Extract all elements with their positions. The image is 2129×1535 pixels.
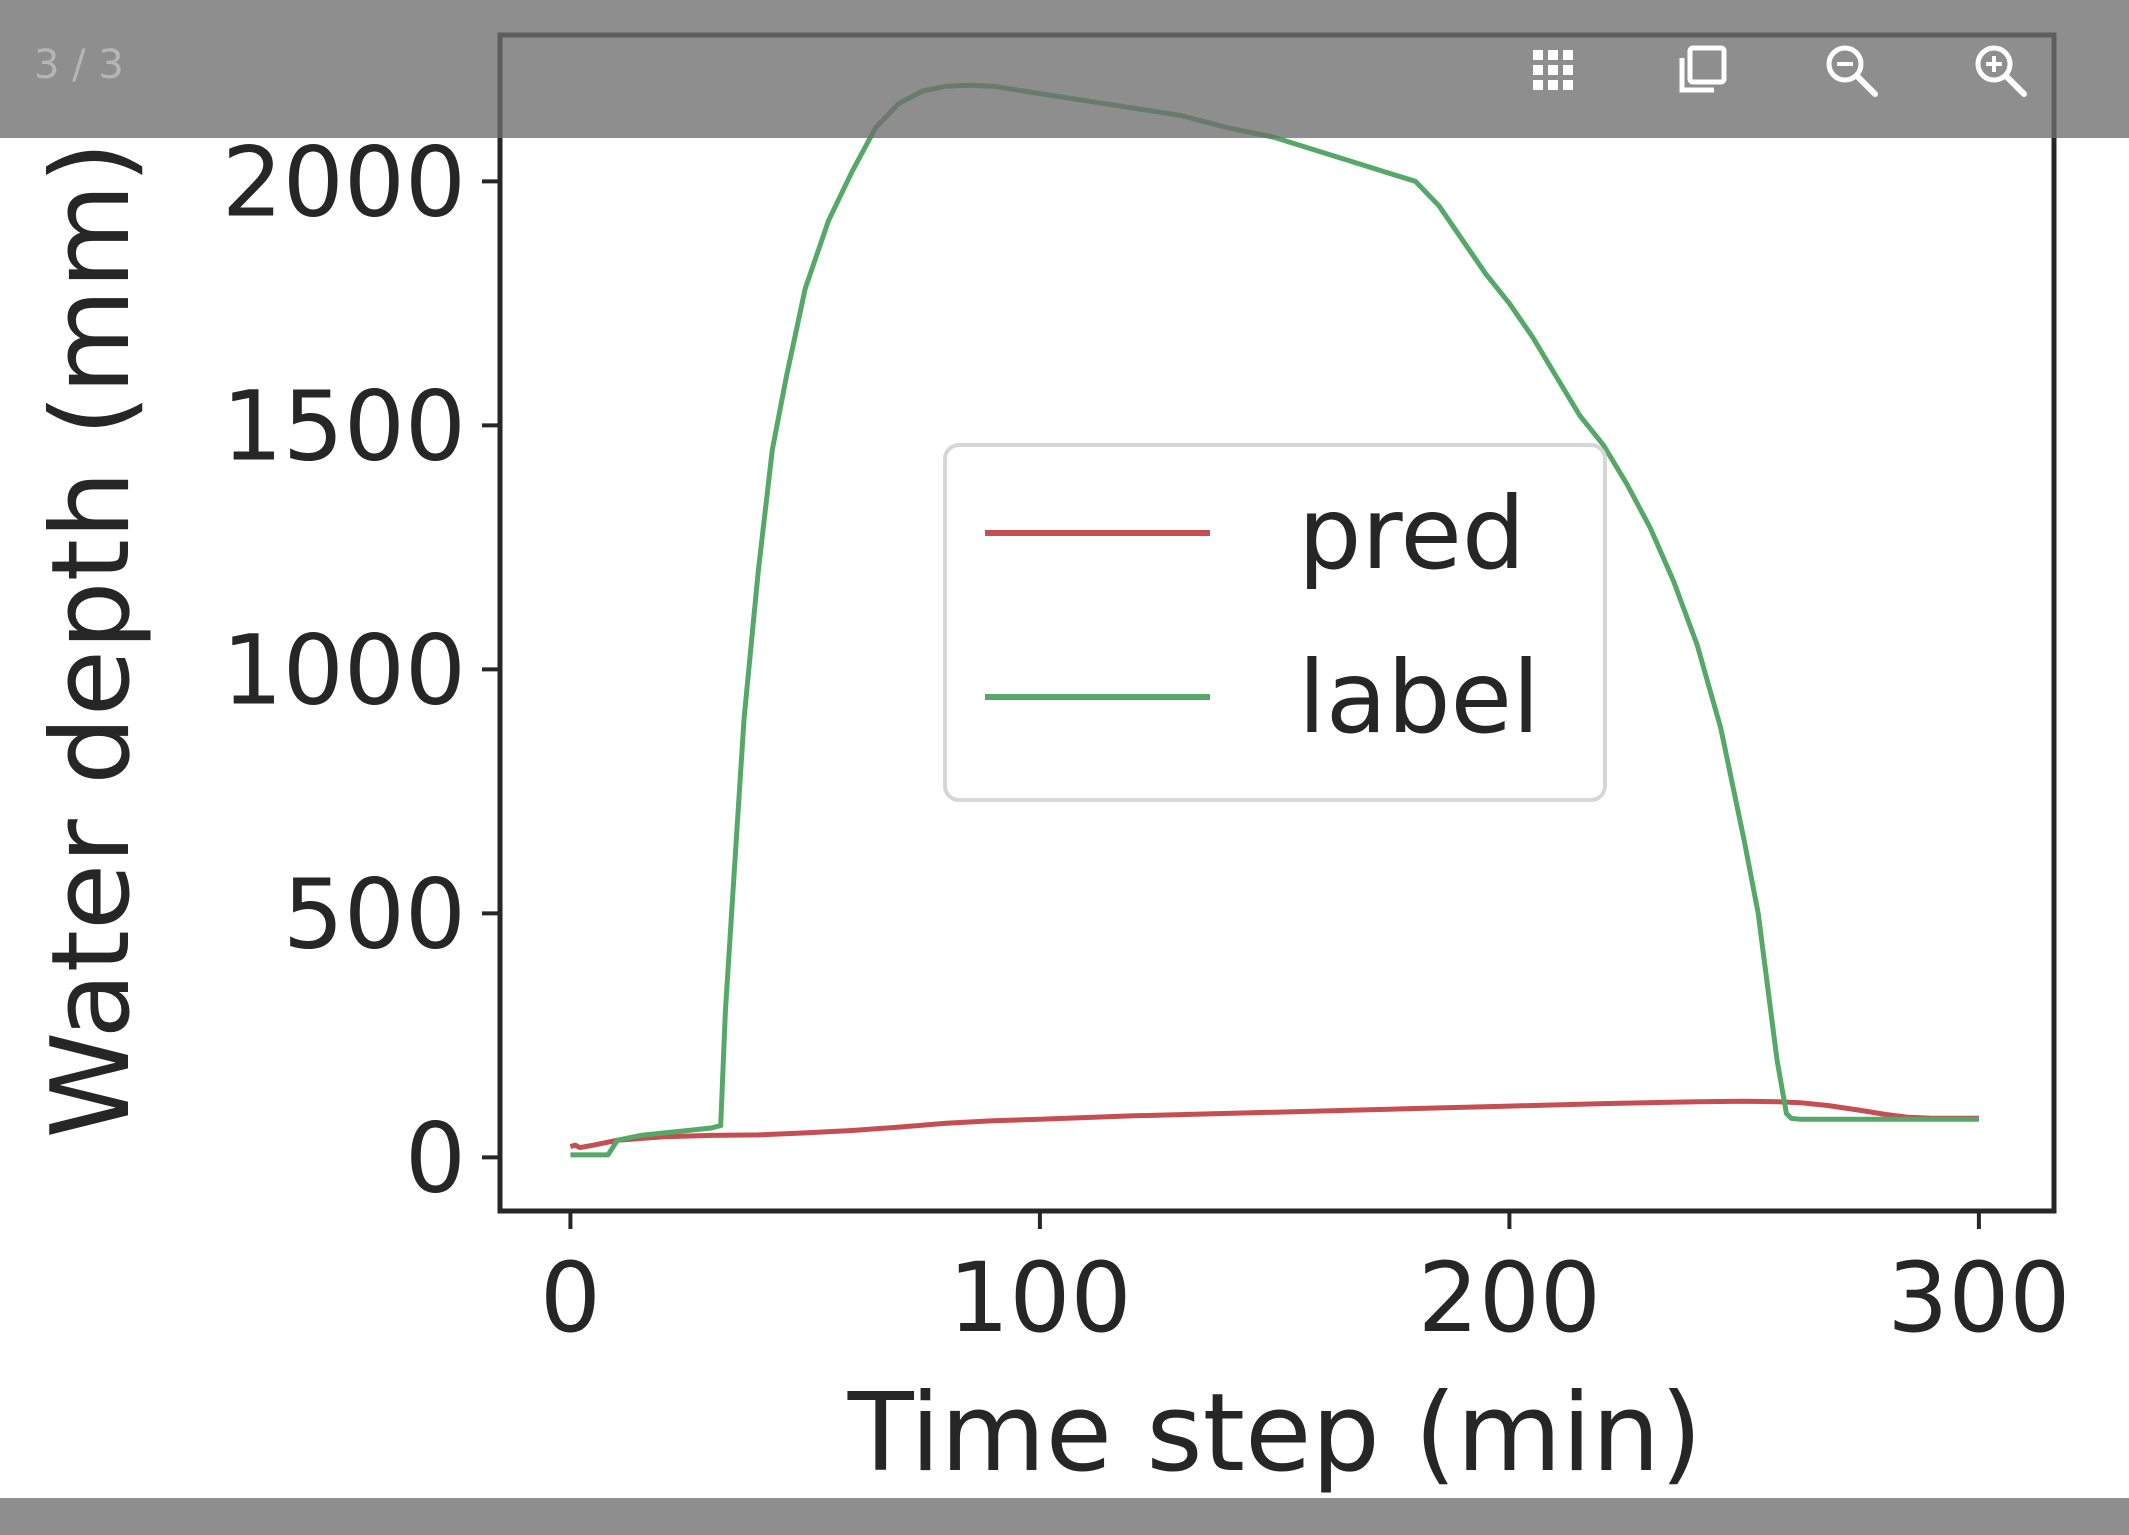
grid-view-button[interactable] [1521, 38, 1585, 102]
y-axis-label: Water depth (mm) [29, 142, 154, 1139]
x-tick-label: 200 [1418, 1242, 1601, 1354]
y-tick-label: 2000 [222, 126, 466, 238]
zoom-out-button[interactable] [1819, 38, 1883, 102]
copy-pages-icon [1679, 45, 1727, 93]
viewer-bottom-bar [0, 1498, 2129, 1535]
legend-label-label: label [1298, 639, 1540, 756]
zoom-in-icon [1975, 45, 2027, 97]
legend-label-pred: pred [1298, 475, 1525, 592]
page-counter: 3 / 3 [34, 42, 124, 88]
series-line-pred [569, 1098, 1979, 1151]
grid-icon [1533, 50, 1573, 90]
x-tick-label: 0 [540, 1242, 601, 1354]
fit-page-button[interactable] [1670, 38, 1734, 102]
x-axis-label: Time step (min) [847, 1371, 1703, 1496]
legend: pred label [943, 443, 1607, 802]
y-tick-label: 0 [405, 1102, 466, 1214]
x-axis: 0 100 200 300 [540, 1211, 2070, 1354]
y-tick-label: 1500 [222, 370, 466, 482]
viewer-toolbar: 3 / 3 [0, 0, 2129, 138]
y-tick-label: 500 [283, 858, 466, 970]
y-tick-label: 1000 [222, 614, 466, 726]
x-tick-label: 300 [1887, 1242, 2070, 1354]
zoom-in-button[interactable] [1968, 38, 2032, 102]
x-tick-label: 100 [948, 1242, 1131, 1354]
zoom-out-icon [1826, 45, 1878, 97]
y-axis: 0 500 1000 1500 2000 [222, 126, 500, 1214]
